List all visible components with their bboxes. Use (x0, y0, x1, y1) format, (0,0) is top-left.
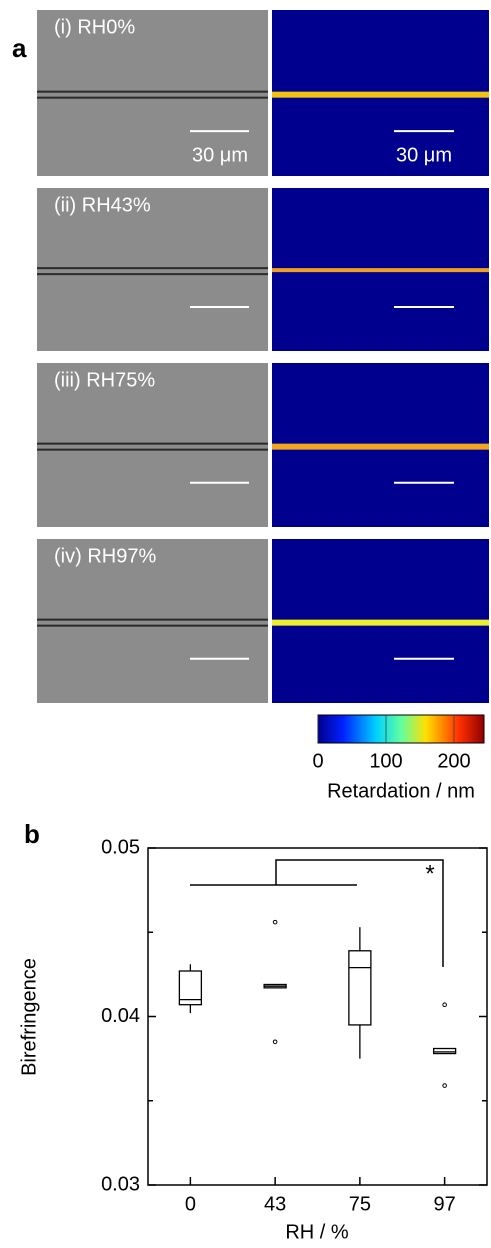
colorbar-label: Retardation / nm (327, 780, 475, 802)
retardation-stripe (272, 443, 489, 450)
outlier (272, 1039, 278, 1045)
colorbar-tick-label: 0 (312, 750, 323, 772)
fiber-edge (37, 442, 268, 445)
micrograph (37, 188, 268, 351)
outlier (442, 1083, 447, 1088)
fiber-edge (37, 273, 268, 276)
scale-bar-text: 30 μm (396, 144, 452, 166)
significance-mark: * (425, 860, 434, 887)
row-label: (i) RH0% (54, 16, 135, 38)
scale-bar-text: 30 μm (192, 144, 248, 166)
fiber-edge (37, 96, 268, 99)
micrograph (37, 363, 268, 527)
outlier (442, 1002, 447, 1008)
fiber-edge (37, 624, 268, 627)
row-label: (iv) RH97% (54, 545, 156, 567)
colorbar-tick-label: 200 (437, 750, 470, 772)
x-tick-label: 0 (185, 1193, 196, 1215)
outlier (272, 919, 278, 925)
y-axis-label: Birefringence (18, 958, 40, 1076)
plot-frame (147, 847, 488, 1186)
colorbar-tick-label: 100 (369, 750, 402, 772)
box (178, 970, 203, 1006)
y-tick-label: 0.05 (101, 836, 140, 858)
x-axis-label: RH / % (285, 1221, 349, 1243)
fiber-edge (37, 448, 268, 451)
y-tick-label: 0.04 (101, 1005, 140, 1027)
box (348, 950, 372, 1026)
row-label: (iii) RH75% (54, 369, 155, 391)
colorbar (317, 714, 485, 744)
micrograph (37, 10, 268, 176)
x-tick-label: 97 (434, 1193, 456, 1215)
significance-bracket (190, 859, 444, 967)
panel-label: a (12, 33, 27, 63)
retardation-stripe (272, 268, 489, 273)
retardation-stripe (272, 91, 489, 98)
y-tick-label: 0.03 (101, 1173, 140, 1195)
box (432, 1047, 457, 1055)
fiber-edge (37, 90, 268, 93)
fiber-edge (37, 267, 268, 270)
micrograph (37, 539, 268, 703)
fiber-edge (37, 618, 268, 621)
panel-label: b (24, 819, 40, 849)
x-tick-label: 43 (264, 1193, 286, 1215)
x-tick-label: 75 (349, 1193, 371, 1215)
row-label: (ii) RH43% (54, 194, 151, 216)
retardation-stripe (272, 619, 489, 626)
